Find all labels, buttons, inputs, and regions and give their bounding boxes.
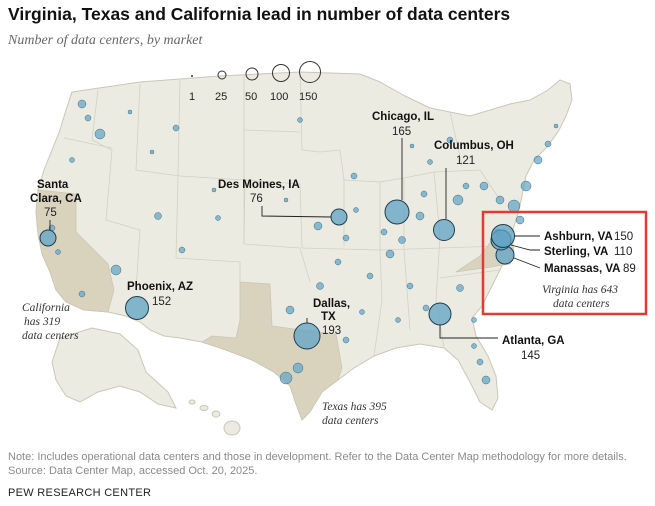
texas-note: Texas has 395	[322, 401, 387, 413]
bubble-atlanta	[428, 302, 452, 326]
market-name-columbus: Columbus, OH	[434, 140, 514, 152]
virginia-highlight-box	[481, 210, 648, 316]
size-legend: 1 25 50 100 150	[189, 61, 321, 103]
legend-label: 50	[245, 91, 257, 103]
virginia-note: Virginia has 643	[542, 284, 618, 296]
bubble-des-moines	[330, 208, 348, 226]
pew-brand: PEW RESEARCH CENTER	[8, 487, 152, 499]
key-market-bubbles	[39, 199, 515, 350]
bubble-ashburn	[491, 224, 515, 248]
bubble-phoenix	[125, 296, 149, 320]
market-name-des-moines: Des Moines, IA	[218, 179, 300, 191]
market-count-des-moines: 76	[250, 193, 263, 205]
chart-subtitle: Number of data centers, by market	[8, 33, 203, 48]
market-count-santa-clara: 75	[44, 207, 57, 219]
legend-label: 1	[189, 91, 195, 103]
market-name-dallas: TX	[321, 311, 336, 323]
market-name-sterling: Sterling, VA	[544, 246, 608, 258]
legend-label: 100	[270, 91, 288, 103]
bubble-santa-clara	[39, 229, 57, 247]
small-market-bubbles	[48, 99, 559, 385]
chart-title: Virginia, Texas and California lead in n…	[8, 4, 511, 24]
bubble-dallas	[293, 322, 321, 350]
bubble-chicago	[384, 199, 410, 225]
market-count-manassas: 89	[623, 263, 636, 275]
market-count-dallas: 193	[322, 325, 341, 337]
bubble-columbus	[433, 219, 455, 241]
market-name-santa-clara: Santa	[37, 179, 69, 191]
california-note: data centers	[22, 330, 79, 342]
market-count-phoenix: 152	[152, 296, 171, 308]
california-note: California	[22, 302, 70, 314]
state-borders	[63, 71, 501, 357]
legend-label: 25	[215, 91, 227, 103]
market-count-chicago: 165	[392, 126, 411, 138]
alaska	[51, 327, 177, 409]
market-name-chicago: Chicago, IL	[372, 111, 434, 123]
market-count-ashburn: 150	[614, 231, 633, 243]
california-note: has 319	[24, 316, 60, 328]
market-count-sterling: 110	[614, 246, 632, 258]
leader-lines	[49, 138, 541, 339]
market-name-dallas: Dallas,	[313, 298, 350, 310]
virginia-note: data centers	[553, 298, 610, 310]
note-text: Note: Includes operational data centers …	[8, 451, 627, 463]
market-name-phoenix: Phoenix, AZ	[127, 281, 193, 293]
texas-note: data centers	[322, 415, 379, 427]
market-count-atlanta: 145	[521, 350, 540, 362]
market-name-atlanta: Atlanta, GA	[502, 335, 565, 347]
market-name-manassas: Manassas, VA	[544, 263, 621, 275]
market-name-santa-clara: Clara, CA	[30, 193, 82, 205]
california-shape	[35, 189, 115, 313]
legend-label: 150	[299, 91, 317, 103]
market-count-columbus: 121	[456, 155, 475, 167]
footnote: Note: Includes operational data centers …	[8, 450, 653, 478]
source-text: Source: Data Center Map, accessed Oct. 2…	[8, 465, 258, 477]
market-name-ashburn: Ashburn, VA	[544, 231, 613, 243]
hawaii	[188, 399, 241, 436]
